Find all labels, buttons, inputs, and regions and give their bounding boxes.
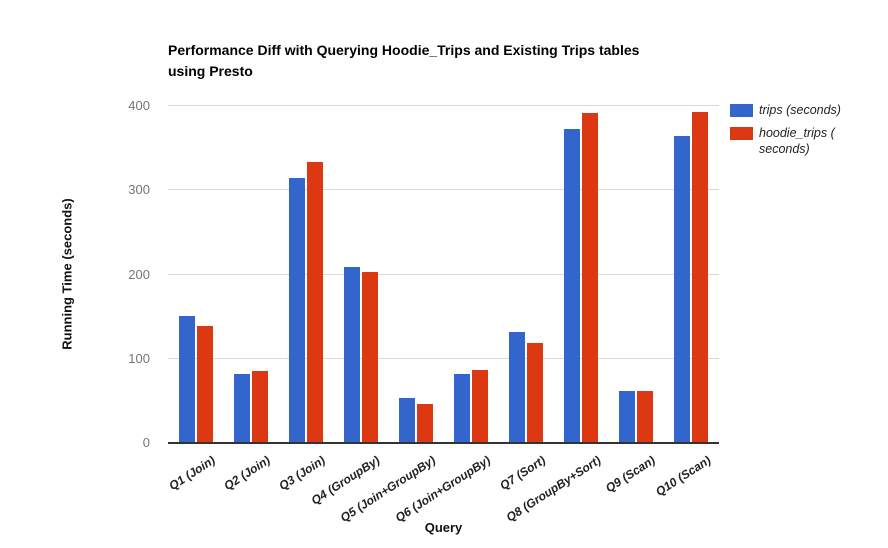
y-tick-label-300: 300 — [128, 182, 150, 198]
bar-hoodie-trips-q9 — [637, 391, 654, 442]
legend-label-trips: trips (seconds) — [759, 103, 841, 117]
gridline-300 — [168, 189, 719, 191]
bar-trips-q5 — [398, 398, 415, 442]
x-tick-label-q5: Q5 (Join+GroupBy) — [337, 453, 438, 525]
y-tick-label-0: 0 — [142, 435, 150, 450]
x-tick-label-q8: Q8 (GroupBy+Sort) — [503, 453, 603, 525]
plot-area — [168, 105, 719, 444]
chart-title-line-1: Performance Diff with Querying Hoodie_Tr… — [168, 42, 640, 58]
x-tick-label-q9: Q9 (Scan) — [603, 453, 658, 496]
bar-trips-q8 — [564, 129, 581, 442]
gridline-100 — [168, 357, 719, 359]
x-tick-label-q6: Q6 (Join+GroupBy) — [392, 453, 493, 525]
legend-swatch-trips — [730, 104, 753, 117]
bar-hoodie-trips-q4 — [361, 271, 378, 442]
gridline-200 — [168, 273, 719, 275]
bar-hoodie-trips-q1 — [196, 325, 213, 442]
chart-title: Performance Diff with Querying Hoodie_Tr… — [168, 40, 788, 82]
bar-hoodie-trips-q7 — [527, 343, 544, 442]
x-axis-baseline — [168, 442, 719, 444]
bar-hoodie-trips-q6 — [472, 370, 489, 442]
legend-item-trips: trips (seconds) — [730, 102, 841, 118]
legend-item-hoodie-trips: hoodie_trips (seconds) — [730, 125, 841, 157]
x-axis-title: Query — [424, 520, 463, 535]
y-tick-label-400: 400 — [128, 98, 150, 113]
bar-trips-q3 — [288, 178, 305, 442]
bar-hoodie-trips-q2 — [251, 371, 268, 442]
x-tick-label-q2: Q2 (Join) — [221, 453, 273, 494]
bar-trips-q9 — [619, 390, 636, 442]
bar-trips-q10 — [674, 136, 691, 442]
x-tick-label-q3: Q3 (Join) — [276, 453, 328, 494]
legend-label-hoodie-trips: hoodie_trips (seconds) — [759, 126, 835, 156]
bar-trips-q4 — [343, 266, 360, 442]
bar-hoodie-trips-q5 — [416, 404, 433, 442]
x-tick-label-q7: Q7 (Sort) — [497, 453, 548, 493]
y-tick-label-100: 100 — [128, 350, 150, 366]
x-axis-tick-labels: Q1 (Join) Q2 (Join) Q3 (Join) Q4 (GroupBy) Q… — [165, 451, 719, 525]
chart-title-line-2: using Presto — [168, 63, 253, 79]
bar-hoodie-trips-q10 — [692, 111, 709, 442]
bar-hoodie-trips-q8 — [582, 113, 599, 442]
bar-trips-q1 — [178, 315, 195, 442]
y-axis-title: Running Time (seconds) — [59, 198, 75, 350]
legend-swatch-hoodie-trips — [730, 127, 753, 140]
bar-hoodie-trips-q3 — [306, 162, 323, 442]
y-tick-label-200: 200 — [128, 266, 150, 282]
x-tick-label-q10: Q10 (Scan) — [652, 453, 714, 499]
bar-trips-q7 — [509, 331, 526, 442]
legend: trips (seconds) hoodie_trips (seconds) — [730, 102, 841, 164]
x-tick-label-q1: Q1 (Join) — [165, 453, 218, 494]
bar-trips-q6 — [454, 373, 471, 442]
gridline-400 — [168, 105, 719, 106]
bar-trips-q2 — [233, 373, 250, 442]
